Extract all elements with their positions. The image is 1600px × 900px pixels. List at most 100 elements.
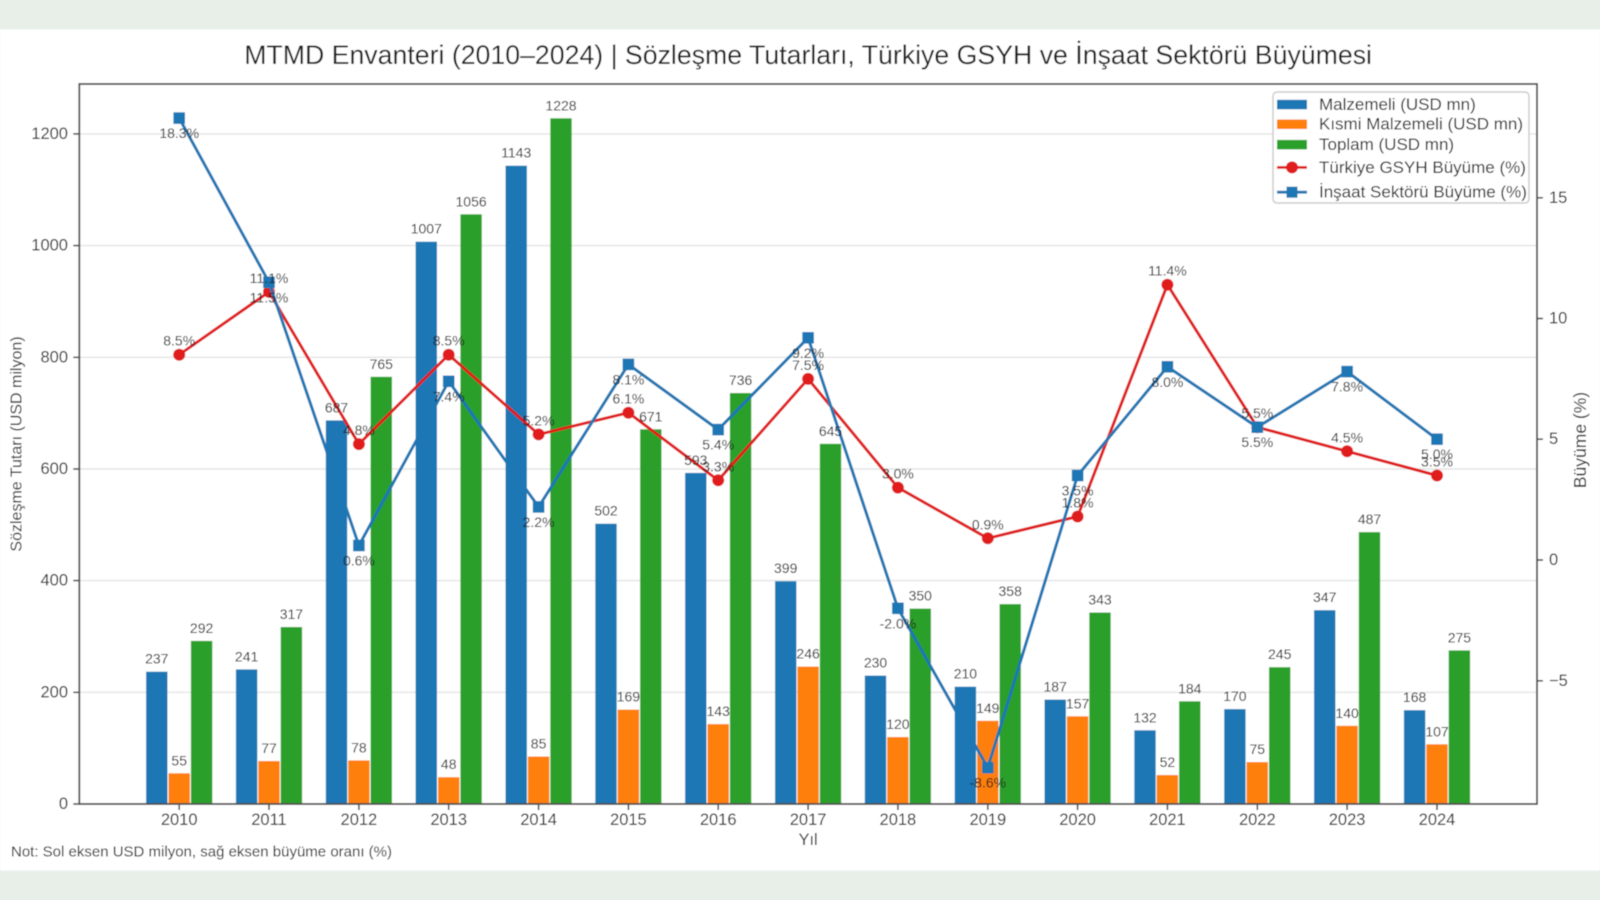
svg-text:11.4%: 11.4% xyxy=(1148,263,1187,279)
svg-text:358: 358 xyxy=(999,583,1023,599)
svg-text:52: 52 xyxy=(1160,754,1176,770)
svg-text:48: 48 xyxy=(441,756,457,772)
svg-text:Yıl: Yıl xyxy=(798,831,817,849)
svg-text:187: 187 xyxy=(1044,679,1068,695)
svg-text:3.5%: 3.5% xyxy=(1062,483,1094,499)
svg-text:317: 317 xyxy=(280,606,304,622)
svg-text:1.8%: 1.8% xyxy=(1062,495,1094,511)
svg-text:0.9%: 0.9% xyxy=(972,516,1004,532)
svg-text:3.3%: 3.3% xyxy=(702,458,734,474)
svg-text:3.5%: 3.5% xyxy=(1421,454,1453,470)
svg-text:736: 736 xyxy=(729,372,753,388)
svg-text:Sözleşme Tutarı (USD milyon): Sözleşme Tutarı (USD milyon) xyxy=(9,336,26,551)
svg-text:5.0%: 5.0% xyxy=(1421,446,1453,462)
svg-text:5: 5 xyxy=(1549,430,1558,448)
svg-text:15: 15 xyxy=(1549,189,1567,207)
svg-text:8.1%: 8.1% xyxy=(612,371,644,387)
svg-text:200: 200 xyxy=(40,683,68,701)
svg-text:11.5%: 11.5% xyxy=(250,289,289,305)
svg-text:343: 343 xyxy=(1088,592,1112,608)
svg-text:77: 77 xyxy=(261,740,277,756)
svg-text:184: 184 xyxy=(1178,680,1202,696)
svg-text:2022: 2022 xyxy=(1239,811,1276,829)
svg-text:1056: 1056 xyxy=(456,193,487,209)
svg-text:1228: 1228 xyxy=(545,97,576,113)
svg-text:5.4%: 5.4% xyxy=(702,437,734,453)
svg-text:168: 168 xyxy=(1403,689,1427,705)
svg-text:2014: 2014 xyxy=(520,811,557,829)
svg-text:1143: 1143 xyxy=(501,145,531,161)
svg-text:170: 170 xyxy=(1223,688,1247,704)
svg-text:245: 245 xyxy=(1268,646,1292,662)
svg-text:7.8%: 7.8% xyxy=(1331,379,1363,395)
svg-text:347: 347 xyxy=(1313,589,1337,605)
svg-text:Not: Sol eksen USD milyon, sağ: Not: Sol eksen USD milyon, sağ eksen büy… xyxy=(11,844,392,861)
svg-text:0.6%: 0.6% xyxy=(343,553,375,569)
svg-text:350: 350 xyxy=(909,588,933,604)
svg-text:8.5%: 8.5% xyxy=(433,333,465,349)
svg-text:687: 687 xyxy=(325,399,349,415)
svg-text:-8.6%: -8.6% xyxy=(970,775,1007,791)
svg-text:399: 399 xyxy=(774,560,798,576)
svg-text:2013: 2013 xyxy=(430,811,467,829)
svg-text:−5: −5 xyxy=(1549,672,1568,690)
svg-text:765: 765 xyxy=(370,356,394,372)
svg-text:-2.0%: -2.0% xyxy=(880,615,917,631)
svg-text:18.3%: 18.3% xyxy=(159,125,199,141)
svg-text:2018: 2018 xyxy=(880,811,917,829)
svg-text:1007: 1007 xyxy=(411,221,442,237)
svg-text:2.2%: 2.2% xyxy=(523,514,555,530)
svg-text:7.4%: 7.4% xyxy=(433,388,465,404)
svg-text:2012: 2012 xyxy=(341,811,378,829)
svg-text:2011: 2011 xyxy=(251,811,286,829)
svg-text:157: 157 xyxy=(1066,695,1090,711)
svg-text:10: 10 xyxy=(1549,310,1567,328)
svg-text:0: 0 xyxy=(59,795,68,813)
svg-text:0: 0 xyxy=(1549,551,1558,569)
svg-text:Türkiye GSYH Büyüme (%): Türkiye GSYH Büyüme (%) xyxy=(1319,158,1526,177)
svg-text:Büyüme (%): Büyüme (%) xyxy=(1570,392,1590,488)
svg-text:1000: 1000 xyxy=(31,237,68,255)
svg-text:6.1%: 6.1% xyxy=(612,391,644,407)
svg-text:237: 237 xyxy=(145,651,169,667)
svg-text:275: 275 xyxy=(1448,629,1472,645)
svg-text:5.5%: 5.5% xyxy=(1241,434,1273,450)
svg-text:2021: 2021 xyxy=(1149,811,1186,829)
svg-text:7.5%: 7.5% xyxy=(792,357,824,373)
svg-text:600: 600 xyxy=(40,460,68,478)
svg-text:4.8%: 4.8% xyxy=(343,422,375,438)
svg-text:502: 502 xyxy=(594,503,618,519)
svg-text:645: 645 xyxy=(819,423,843,439)
svg-text:5.2%: 5.2% xyxy=(523,412,555,428)
svg-text:2015: 2015 xyxy=(610,811,647,829)
svg-text:140: 140 xyxy=(1335,705,1359,721)
svg-text:2020: 2020 xyxy=(1059,811,1096,829)
svg-text:400: 400 xyxy=(40,572,68,590)
svg-text:210: 210 xyxy=(954,666,978,682)
svg-text:8.5%: 8.5% xyxy=(163,333,195,349)
svg-text:4.5%: 4.5% xyxy=(1331,429,1363,445)
svg-text:İnşaat Sektörü Büyüme (%): İnşaat Sektörü Büyüme (%) xyxy=(1319,183,1527,202)
svg-text:2010: 2010 xyxy=(161,811,198,829)
svg-text:487: 487 xyxy=(1358,511,1382,527)
svg-text:143: 143 xyxy=(707,703,731,719)
svg-text:149: 149 xyxy=(976,700,1000,716)
svg-text:3.0%: 3.0% xyxy=(882,466,914,482)
svg-text:75: 75 xyxy=(1250,741,1266,757)
svg-text:78: 78 xyxy=(351,739,367,755)
svg-text:593: 593 xyxy=(684,452,708,468)
svg-text:2017: 2017 xyxy=(790,811,827,829)
svg-text:241: 241 xyxy=(235,648,259,664)
svg-text:120: 120 xyxy=(886,716,910,732)
svg-text:MTMD Envanteri (2010–2024) | S: MTMD Envanteri (2010–2024) | Sözleşme Tu… xyxy=(244,40,1372,70)
svg-text:Toplam (USD mn): Toplam (USD mn) xyxy=(1319,135,1454,154)
svg-text:85: 85 xyxy=(531,736,547,752)
svg-text:132: 132 xyxy=(1133,709,1157,725)
svg-text:169: 169 xyxy=(617,689,641,705)
svg-text:292: 292 xyxy=(190,620,214,636)
svg-text:671: 671 xyxy=(639,408,663,424)
svg-text:1200: 1200 xyxy=(31,125,68,143)
svg-text:9.2%: 9.2% xyxy=(792,345,824,361)
svg-text:246: 246 xyxy=(796,646,820,662)
svg-text:2023: 2023 xyxy=(1329,811,1366,829)
